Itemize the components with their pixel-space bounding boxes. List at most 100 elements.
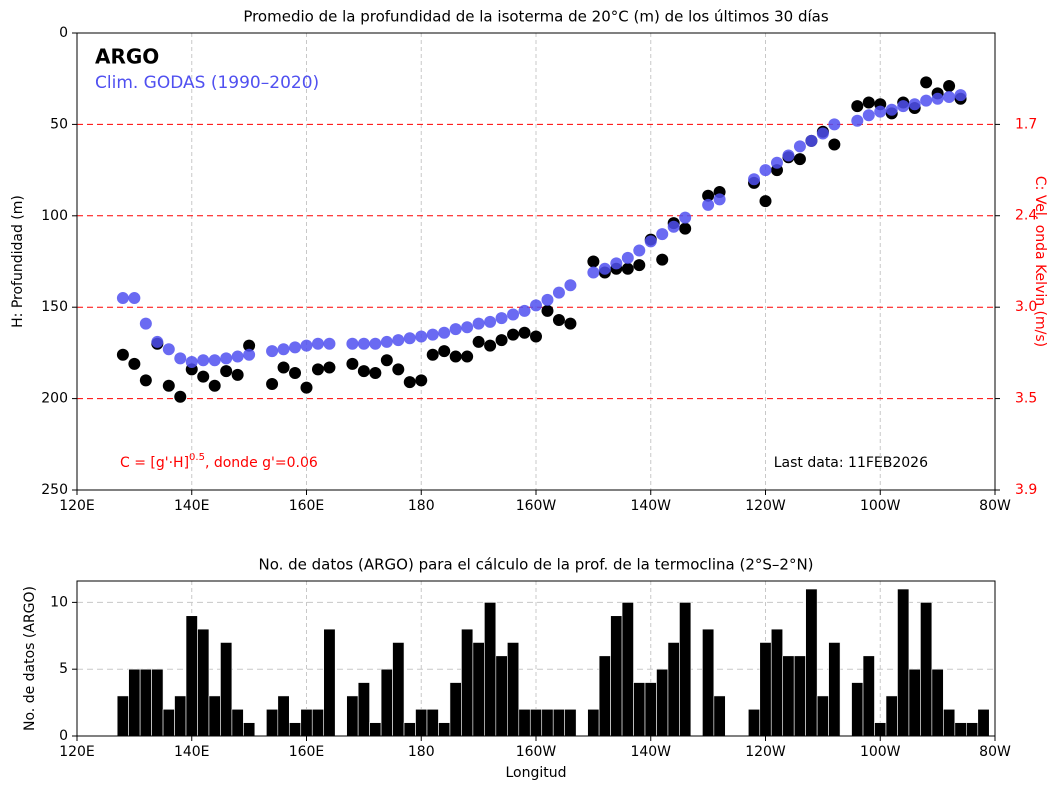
data-point xyxy=(300,381,313,394)
x-tick-label: 140E xyxy=(174,498,210,514)
bar xyxy=(311,708,325,737)
data-point xyxy=(415,374,428,387)
bar xyxy=(380,668,393,737)
bar xyxy=(885,695,898,737)
y2-tick-label: 3.0 xyxy=(1015,299,1037,315)
data-point xyxy=(862,96,875,109)
data-point xyxy=(530,330,542,343)
x-tick-label: 100W xyxy=(860,498,901,514)
bar xyxy=(920,602,933,737)
legend-entry: ARGO xyxy=(95,45,159,69)
x-tick-label: 180 xyxy=(408,498,435,514)
data-point xyxy=(507,308,520,321)
data-point xyxy=(346,357,359,370)
bar xyxy=(461,628,474,737)
bar xyxy=(541,708,554,737)
y2-axis-label: C: Vel. onda Kelvin (m/s) xyxy=(1032,176,1048,347)
data-point xyxy=(507,328,520,341)
y-axis-label: No. de datos (ARGO) xyxy=(22,586,38,731)
bar xyxy=(908,668,921,737)
bar xyxy=(782,655,795,737)
data-point xyxy=(426,328,439,341)
bar xyxy=(357,682,370,737)
data-point xyxy=(357,365,370,378)
last-data-annotation: Last data: 11FEB2026 xyxy=(774,455,928,471)
data-point xyxy=(805,134,818,147)
data-point xyxy=(793,153,806,166)
bar xyxy=(415,708,428,737)
chart-title: Promedio de la profundidad de la isoterm… xyxy=(243,8,829,26)
chart-title: No. de datos (ARGO) para el cálculo de l… xyxy=(258,556,813,574)
bar xyxy=(966,722,979,737)
data-point xyxy=(610,257,623,270)
data-point xyxy=(621,262,634,275)
bar xyxy=(977,708,990,737)
data-point xyxy=(289,341,302,354)
axes-frame xyxy=(76,580,996,737)
y-tick-label: 10 xyxy=(50,594,68,610)
data-point xyxy=(518,304,531,317)
y-tick-label: 200 xyxy=(41,391,68,407)
data-point xyxy=(208,379,221,392)
y-tick-label: 0 xyxy=(59,25,68,41)
data-point xyxy=(713,193,726,206)
x-tick-label: 160E xyxy=(289,744,325,760)
data-point xyxy=(702,198,715,211)
bar xyxy=(346,695,359,737)
x-tick-label: 160W xyxy=(516,744,557,760)
bar xyxy=(438,722,451,737)
x-tick-label: 140W xyxy=(630,498,671,514)
bar xyxy=(610,615,623,737)
data-point xyxy=(461,350,474,363)
bar xyxy=(679,602,692,737)
data-point xyxy=(816,127,829,140)
data-point xyxy=(438,345,451,358)
bar xyxy=(266,708,279,737)
data-point xyxy=(369,337,382,350)
bar xyxy=(139,668,152,737)
data-point xyxy=(323,361,336,374)
data-point xyxy=(908,98,921,111)
x-tick-label: 140E xyxy=(174,744,210,760)
data-point xyxy=(197,370,210,383)
data-point xyxy=(438,326,451,339)
data-point xyxy=(277,361,290,374)
data-point xyxy=(793,140,806,153)
bar xyxy=(369,722,382,737)
bar xyxy=(552,708,565,737)
data-point xyxy=(472,335,485,348)
bar xyxy=(231,708,244,737)
data-point xyxy=(770,156,783,169)
bar xyxy=(805,588,818,737)
legend-entry: Clim. GODAS (1990–2020) xyxy=(95,73,319,93)
data-point xyxy=(564,279,577,292)
data-point xyxy=(266,377,279,390)
bar xyxy=(529,708,543,737)
data-point xyxy=(920,76,933,89)
x-tick-label: 160E xyxy=(289,498,325,514)
data-point xyxy=(116,292,129,305)
bar xyxy=(656,668,669,737)
data-point xyxy=(415,330,428,343)
data-point xyxy=(220,365,233,378)
bar xyxy=(507,642,520,737)
bar xyxy=(288,722,302,737)
data-point xyxy=(151,335,164,348)
x-tick-label: 120W xyxy=(745,498,786,514)
data-point xyxy=(518,326,531,339)
bar xyxy=(208,695,221,737)
bar xyxy=(943,708,956,737)
x-tick-label: 180 xyxy=(408,744,435,760)
bar xyxy=(793,655,806,737)
x-tick-label: 100W xyxy=(860,744,901,760)
data-point xyxy=(656,228,669,241)
bar xyxy=(621,602,634,737)
data-point xyxy=(759,195,772,208)
bar xyxy=(220,642,233,737)
data-point xyxy=(449,323,462,336)
data-point xyxy=(243,348,256,361)
bar xyxy=(243,722,256,737)
data-point xyxy=(128,292,141,305)
data-point xyxy=(828,118,841,131)
data-point xyxy=(311,337,324,350)
